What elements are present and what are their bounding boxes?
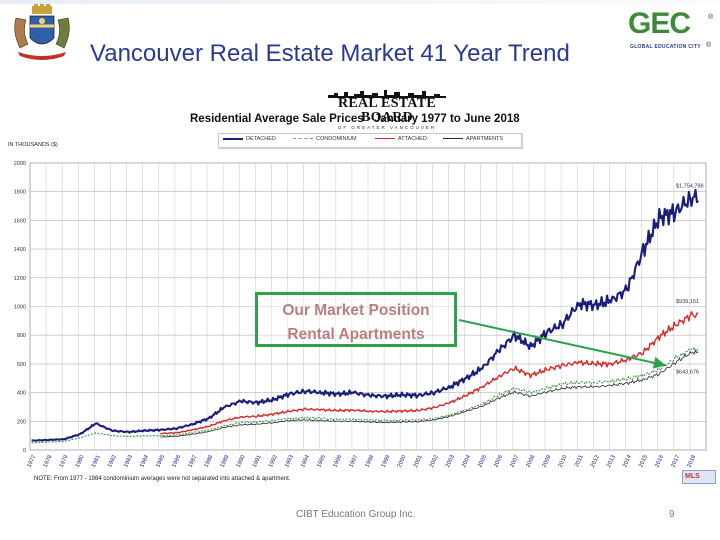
- legend-item-apartments: APARTMENTS: [443, 136, 503, 142]
- x-tick-label: 1997: [348, 454, 359, 468]
- mls-logo-text: MLS: [685, 473, 700, 480]
- series-line-condominium: [31, 346, 699, 444]
- registered-mark-small: ®: [706, 42, 712, 49]
- y-tick-label: 400: [17, 391, 26, 397]
- gec-logo-subtitle: GLOBAL EDUCATION CITY: [630, 44, 701, 50]
- x-tick-label: 2012: [590, 454, 601, 468]
- x-tick-label: 1977: [27, 454, 38, 468]
- series-line-attached: [160, 311, 699, 435]
- x-tick-label: 2006: [493, 454, 504, 468]
- real-estate-board-logo: REAL ESTATE BOARD OF GREATER VANCOUVER: [324, 90, 450, 131]
- x-tick-label: 2018: [686, 454, 697, 468]
- x-tick-label: 1991: [252, 454, 263, 468]
- x-tick-label: 1980: [75, 454, 86, 468]
- y-tick-label: 1400: [14, 247, 26, 253]
- x-tick-label: 2003: [445, 454, 456, 468]
- x-tick-label: 1987: [188, 454, 199, 468]
- chart-note: NOTE: From 1977 - 1984 condominium avera…: [34, 476, 291, 482]
- y-tick-label: 1600: [14, 218, 26, 224]
- series-line-detached: [31, 188, 699, 442]
- chart-legend: DETACHED CONDOMINIUM ATTACHED APARTMENTS: [218, 133, 522, 148]
- x-tick-label: 1988: [204, 454, 215, 468]
- footer-company: CIBT Education Group Inc.: [296, 509, 416, 520]
- x-tick-label: 2005: [477, 454, 488, 468]
- end-value-label-attached: $939,151: [676, 299, 699, 305]
- legend-item-condominium: CONDOMINIUM: [293, 136, 357, 142]
- x-tick-label: 2016: [654, 454, 665, 468]
- y-tick-label: 1800: [14, 190, 26, 196]
- x-tick-label: 1990: [236, 454, 247, 468]
- x-tick-label: 2009: [542, 454, 553, 468]
- x-tick-label: 2002: [429, 454, 440, 468]
- slide-title: Vancouver Real Estate Market 41 Year Tre…: [90, 40, 570, 67]
- legend-swatch-attached: [375, 138, 395, 140]
- x-tick-label: 2014: [622, 454, 633, 469]
- legend-label-detached: DETACHED: [246, 136, 276, 142]
- registered-mark: ®: [708, 14, 714, 21]
- price-trend-chart: 1977 1978 1979 1980 1981 1982 1983 1984 1985 1986…: [14, 161, 707, 469]
- skyline-icon: [328, 90, 446, 98]
- x-tick-label: 2015: [638, 454, 649, 468]
- legend-swatch-detached: [223, 137, 243, 140]
- end-value-label-detached: $1,754,798: [676, 183, 704, 189]
- board-subtitle: OF GREATER VANCOUVER: [337, 125, 437, 130]
- legend-swatch-condominium: [293, 138, 313, 140]
- x-tick-label: 2000: [397, 454, 408, 468]
- x-tick-label: 1985: [155, 454, 166, 468]
- series-line-apartments: [160, 349, 699, 438]
- market-position-callout: Our Market Position Rental Apartments: [255, 292, 457, 347]
- page-number: 9: [669, 509, 675, 520]
- x-tick-label: 1992: [268, 454, 279, 468]
- x-tick-label: 2007: [509, 454, 520, 468]
- x-tick-label: 1978: [43, 454, 54, 468]
- y-tick-label: 200: [17, 419, 26, 425]
- x-tick-label: 1986: [171, 454, 182, 468]
- legend-item-detached: DETACHED: [223, 136, 276, 142]
- legend-label-condominium: CONDOMINIUM: [316, 136, 357, 142]
- top-accent-bar: [0, 0, 720, 4]
- legend-label-apartments: APARTMENTS: [466, 136, 504, 142]
- x-tick-label: 1996: [332, 454, 343, 468]
- gec-logo-text: GEC: [628, 7, 691, 40]
- board-name: REAL ESTATE BOARD: [337, 96, 437, 125]
- y-tick-label: 800: [17, 333, 26, 339]
- x-tick-label: 2011: [574, 454, 585, 468]
- y-tick-label: 600: [17, 362, 26, 368]
- gec-logo: GEC GLOBAL EDUCATION CITY ® ®: [628, 8, 714, 58]
- x-tick-label: 1979: [59, 454, 70, 468]
- x-tick-label: 1994: [300, 454, 311, 469]
- legend-label-attached: ATTACHED: [398, 136, 427, 142]
- x-tick-label: 2017: [670, 454, 681, 468]
- x-tick-label: 2004: [461, 454, 472, 469]
- x-tick-label: 1983: [123, 454, 134, 468]
- legend-item-attached: ATTACHED: [375, 136, 427, 142]
- y-tick-label: 2000: [14, 161, 26, 167]
- x-tick-label: 1982: [107, 454, 118, 468]
- y-tick-label: 1200: [14, 276, 26, 282]
- mls-logo: MLS: [682, 470, 716, 484]
- x-tick-label: 1998: [365, 454, 376, 468]
- x-tick-label: 1995: [316, 454, 327, 468]
- y-axis-unit-label: IN THOUSANDS ($): [8, 142, 58, 148]
- x-tick-label: 2013: [606, 454, 617, 468]
- x-tick-label: 2010: [558, 454, 569, 468]
- y-tick-label: 0: [23, 448, 26, 454]
- callout-line-2: Rental Apartments: [287, 326, 425, 343]
- x-tick-label: 1989: [220, 454, 231, 468]
- x-tick-label: 1984: [139, 454, 150, 469]
- end-value-label-condominium: $643,676: [676, 370, 699, 376]
- chart-title: Residential Average Sale Prices - Januar…: [190, 113, 520, 125]
- x-tick-label: 1999: [381, 454, 392, 468]
- x-tick-label: 2001: [413, 454, 424, 468]
- callout-arrow: [458, 319, 666, 369]
- callout-line-1: Our Market Position: [282, 302, 430, 319]
- y-tick-label: 1000: [14, 305, 26, 311]
- legend-swatch-apartments: [443, 138, 463, 140]
- x-tick-label: 2008: [526, 454, 537, 468]
- vancouver-coat-of-arms-icon: [14, 4, 70, 60]
- x-tick-label: 1981: [91, 454, 102, 468]
- x-tick-label: 1993: [284, 454, 295, 468]
